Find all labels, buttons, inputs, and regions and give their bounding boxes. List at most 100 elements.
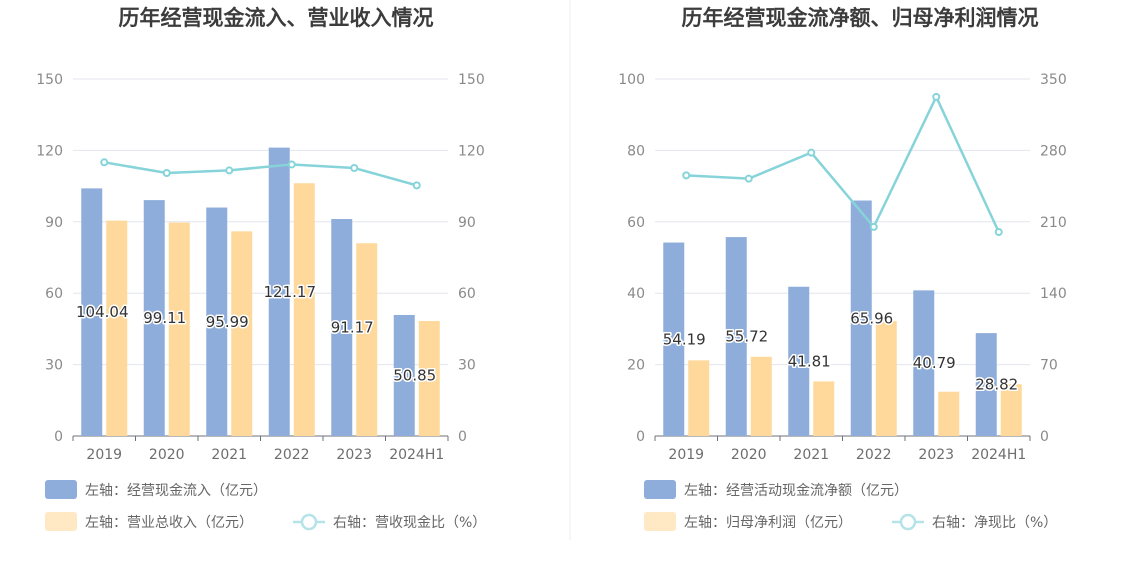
chart1-bar-secondary xyxy=(356,243,378,436)
chart2-legend-label-1: 左轴：经营活动现金流净额（亿元） xyxy=(684,483,908,499)
chart1-right-tick-label: 30 xyxy=(458,358,476,374)
chart2-left-tick-label: 100 xyxy=(618,72,645,88)
chart2-x-tick-label: 2022 xyxy=(856,447,892,463)
chart1-legend-swatch-2 xyxy=(45,512,77,531)
chart2-legend-swatch-2 xyxy=(644,512,676,531)
chart1-bar-primary xyxy=(143,200,165,436)
chart1-bar-primary xyxy=(331,219,353,436)
chart2-bar-secondary xyxy=(750,356,772,436)
chart2-right-tick-label: 0 xyxy=(1040,429,1049,445)
chart1-bar-secondary xyxy=(168,222,190,436)
chart2-legend-label-2: 左轴：归母净利润（亿元） xyxy=(684,514,852,531)
chart2-data-label: 54.19 xyxy=(663,330,706,348)
chart2-bar-secondary xyxy=(938,391,960,436)
chart1-ratio-point xyxy=(412,181,421,190)
chart2-legend-marker-3 xyxy=(899,513,917,531)
chart1-left-tick-label: 30 xyxy=(45,358,63,374)
chart1-ratio-point xyxy=(162,169,171,178)
chart1-x-tick-label: 2022 xyxy=(274,447,310,463)
chart1-x-tick-label: 2019 xyxy=(86,447,122,463)
chart1-legend-swatch-1 xyxy=(45,480,77,499)
chart2-bar-primary xyxy=(788,286,810,436)
chart2-ratio-point xyxy=(682,171,691,180)
chart2-title: 历年经营现金流净额、归母净利润情况 xyxy=(682,6,1039,30)
chart2-data-label: 40.79 xyxy=(913,354,956,372)
chart1-right-tick-label: 60 xyxy=(458,286,476,302)
chart1-x-tick-label: 2023 xyxy=(336,447,372,463)
chart2-ratio-line xyxy=(686,93,1000,233)
chart1-x-tick-label: 2021 xyxy=(211,447,247,463)
chart1-bar-primary xyxy=(393,314,415,436)
chart1-bar-secondary xyxy=(418,321,440,436)
chart1-left-tick-label: 150 xyxy=(36,72,63,88)
chart2-ratio-point xyxy=(932,92,941,101)
chart1-data-label: 99.11 xyxy=(143,309,186,327)
chart1-left-tick-label: 90 xyxy=(45,215,63,231)
chart2-ratio-point xyxy=(744,174,753,183)
chart1-legend-label-1: 左轴：经营现金流入（亿元） xyxy=(85,483,267,499)
chart1-bar-secondary xyxy=(231,231,253,436)
chart2-ratio-point xyxy=(807,148,816,157)
chart1-ratio-point xyxy=(350,164,359,173)
chart2-bar-secondary xyxy=(688,360,710,436)
chart2-right-tick-label: 350 xyxy=(1040,72,1067,88)
chart1-legend-label-3: 右轴：营收现金比（%） xyxy=(333,515,486,531)
chart1-bar-secondary xyxy=(106,220,128,436)
chart2-bar-primary xyxy=(850,200,872,436)
chart2-x-tick-label: 2019 xyxy=(668,447,704,463)
chart2-bar-primary xyxy=(663,242,685,436)
chart1-x-tick-label: 2020 xyxy=(149,447,185,463)
chart2-ratio-point xyxy=(869,222,878,231)
chart1-data-label: 104.04 xyxy=(76,303,129,321)
chart2-right-tick-label: 280 xyxy=(1040,143,1067,159)
chart2-data-label: 65.96 xyxy=(850,309,893,327)
chart2-bar-primary xyxy=(725,237,747,436)
chart2-bar-secondary xyxy=(1000,384,1022,436)
chart2-legend-swatch-1 xyxy=(644,480,676,499)
chart2-right-tick-label: 210 xyxy=(1040,215,1067,231)
chart2-left-tick-label: 0 xyxy=(636,429,645,445)
chart1-ratio-line xyxy=(104,161,418,187)
chart1-legend-label-2: 左轴：营业总收入（亿元） xyxy=(85,515,253,531)
chart2-data-label: 55.72 xyxy=(725,328,768,346)
chart1-right-tick-label: 120 xyxy=(458,143,485,159)
chart2-x-tick-label: 2021 xyxy=(793,447,829,463)
chart1-data-label: 50.85 xyxy=(393,366,436,384)
chart1-title: 历年经营现金流入、营业收入情况 xyxy=(119,6,434,30)
chart2-right-tick-label: 70 xyxy=(1040,358,1058,374)
chart2-bar-secondary xyxy=(813,381,835,436)
chart2-bar-secondary xyxy=(875,321,897,436)
chart2-data-label: 28.82 xyxy=(975,376,1018,394)
chart2-right-tick-label: 140 xyxy=(1040,286,1067,302)
chart2-left-tick-label: 20 xyxy=(627,358,645,374)
chart2-x-tick-label: 2023 xyxy=(918,447,954,463)
chart1-left-tick-label: 120 xyxy=(36,143,63,159)
chart1-left-tick-label: 0 xyxy=(54,429,63,445)
chart1-bar-primary xyxy=(268,147,290,436)
chart1-ratio-point xyxy=(287,160,296,169)
chart1-right-tick-label: 90 xyxy=(458,215,476,231)
chart1-legend-marker-3 xyxy=(300,513,318,531)
chart2-left-tick-label: 80 xyxy=(627,143,645,159)
chart1-data-label: 91.17 xyxy=(331,319,374,337)
chart1-data-label: 95.99 xyxy=(206,313,249,331)
chart2-ratio-point xyxy=(994,228,1003,236)
chart1-right-tick-label: 0 xyxy=(458,429,467,445)
chart1-bar-secondary xyxy=(293,183,315,436)
chart1-right-tick-label: 150 xyxy=(458,72,485,88)
chart1-ratio-point xyxy=(225,166,234,175)
chart2-legend-label-3: 右轴：净现比（%） xyxy=(932,515,1057,531)
chart2-bar-primary xyxy=(975,333,997,436)
chart1-x-tick-label: 2024H1 xyxy=(389,447,444,463)
chart2-data-label: 41.81 xyxy=(788,352,831,370)
chart1-ratio-point xyxy=(100,158,109,167)
chart1-bar-primary xyxy=(81,188,103,436)
chart1-bar-primary xyxy=(206,207,228,436)
chart2-left-tick-label: 40 xyxy=(627,286,645,302)
chart2-x-tick-label: 2020 xyxy=(731,447,767,463)
chart1-data-label: 121.17 xyxy=(264,283,317,301)
chart2-bar-primary xyxy=(913,290,935,436)
chart2-left-tick-label: 60 xyxy=(627,215,645,231)
